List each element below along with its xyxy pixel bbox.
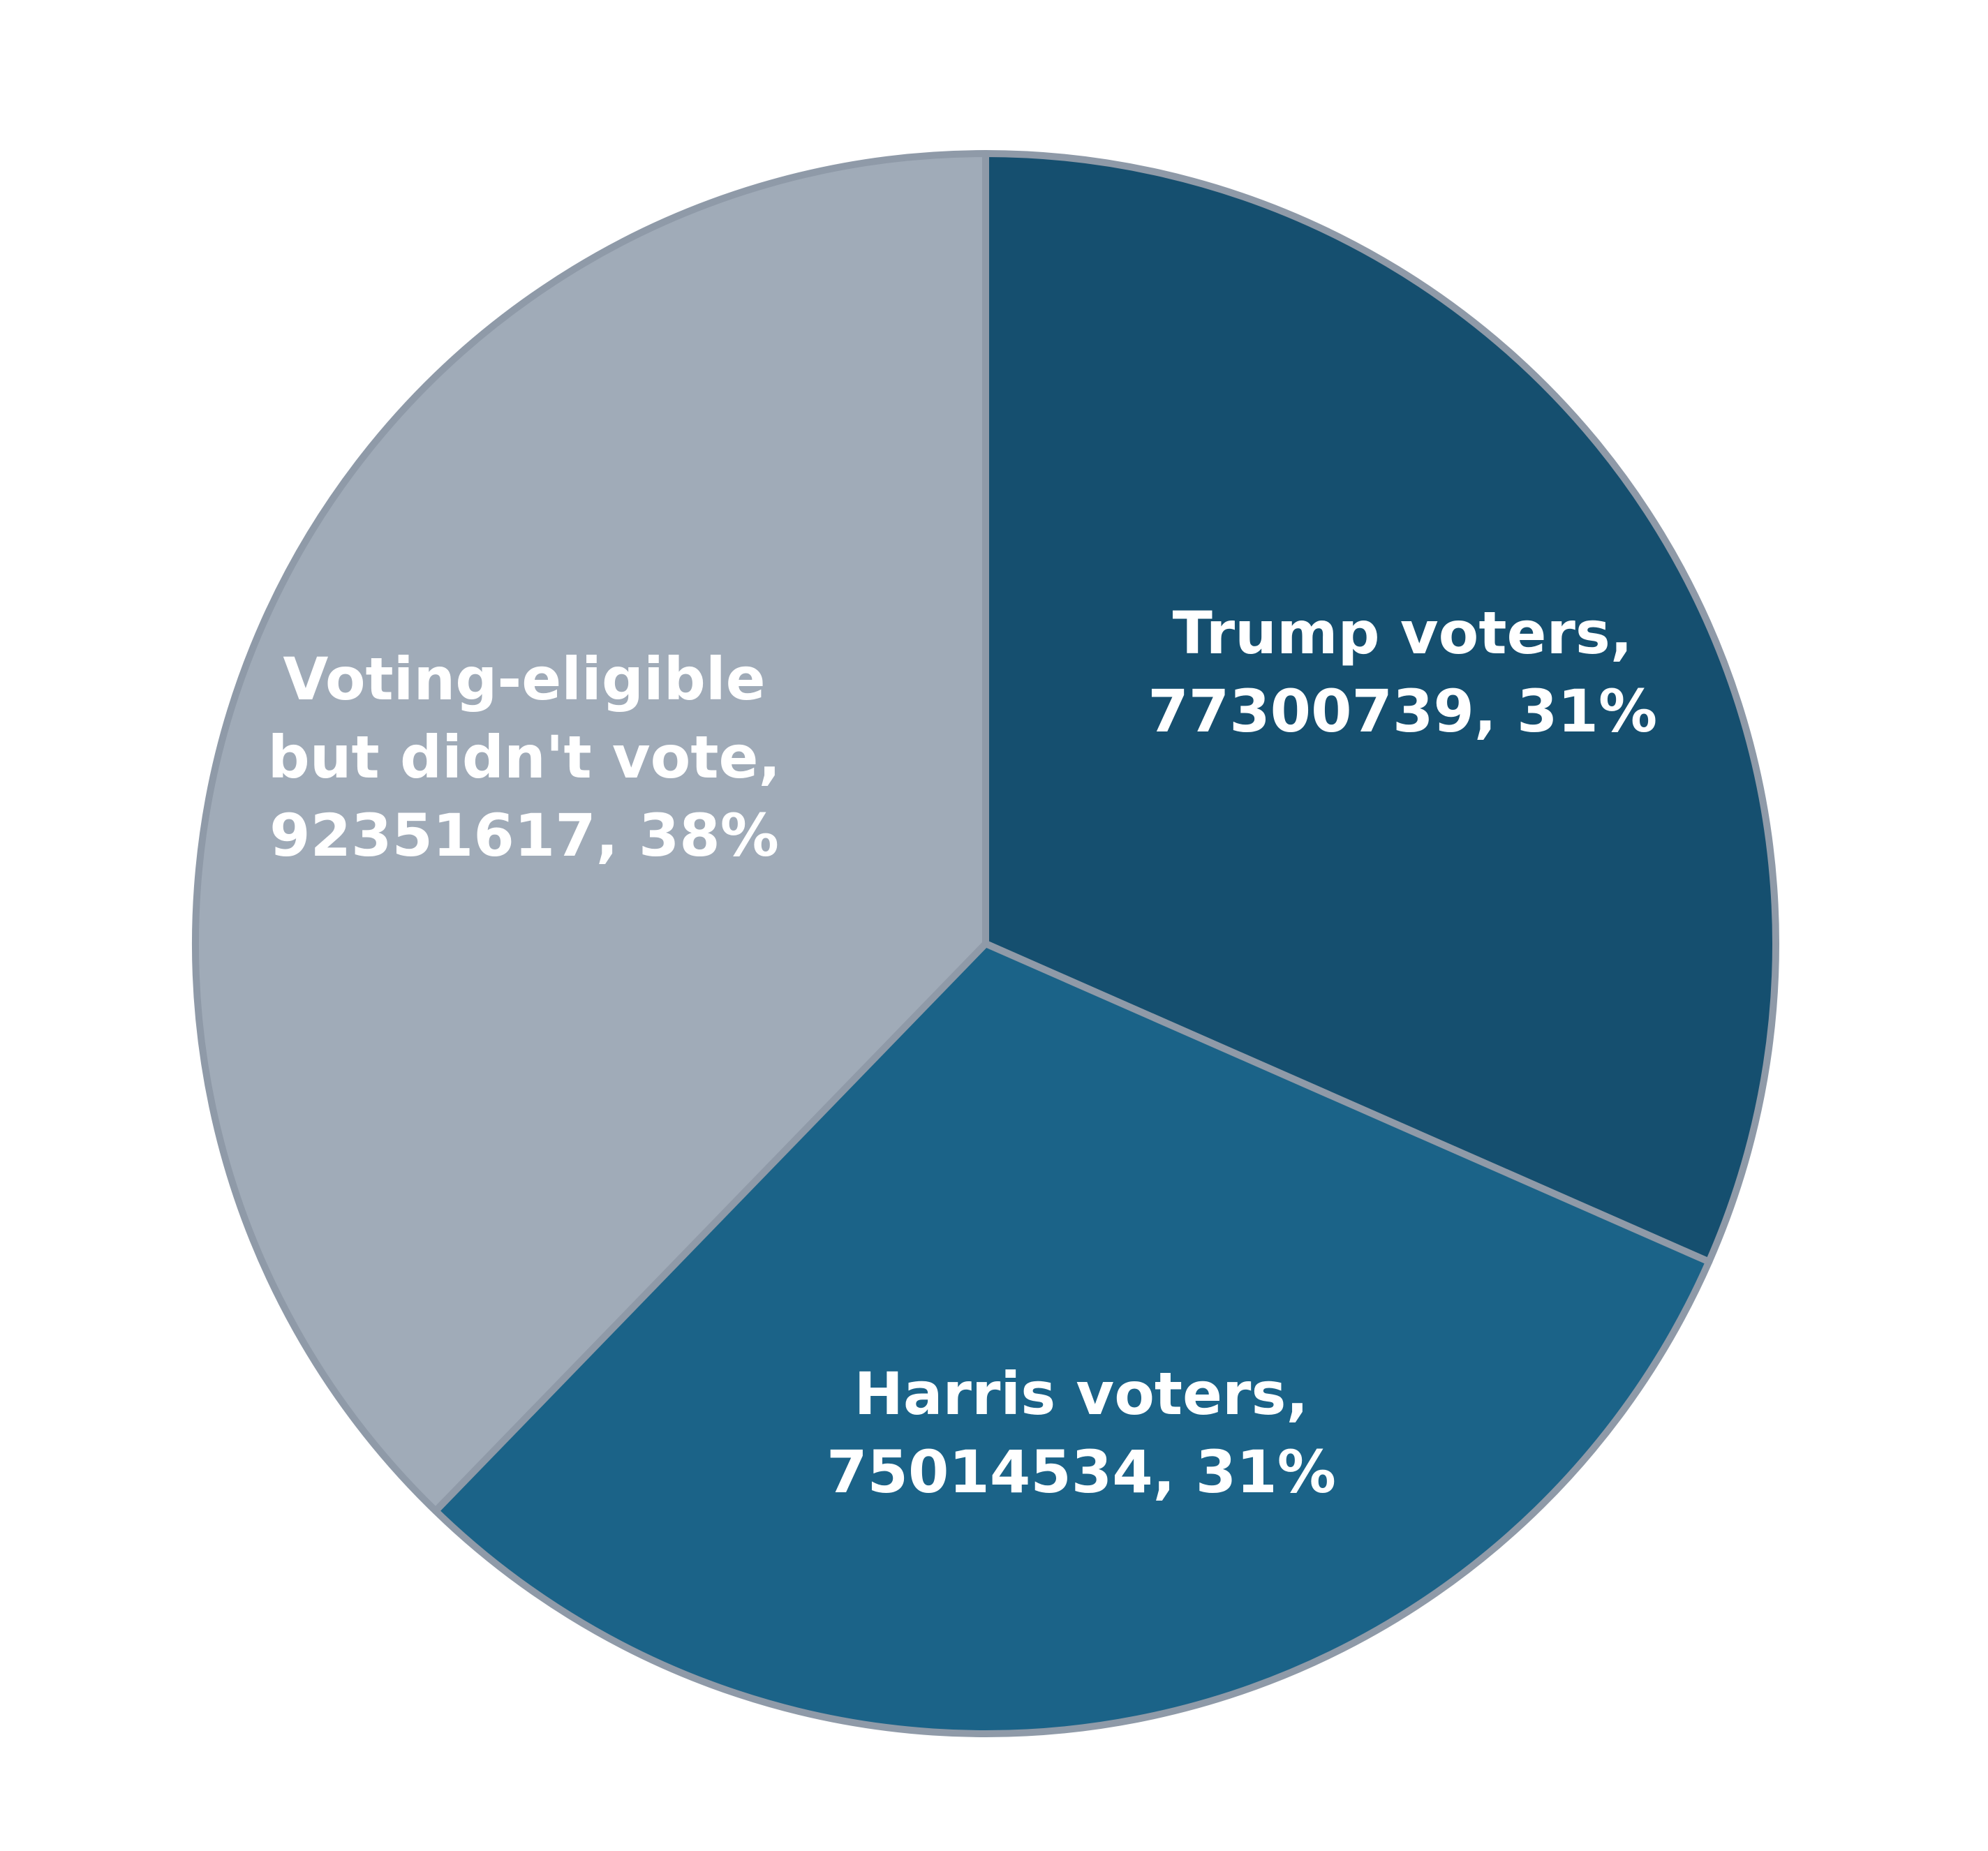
pie-labels: Trump voters, 77300739, 31% Harris voters,… <box>268 599 1657 1506</box>
pie-label-line: but didn't vote, <box>268 723 781 791</box>
pie-label-line: Voting-eligible <box>283 645 765 713</box>
pie-label-voting-eligible-but-didn-t-vote: Voting-eligible but didn't vote, 92351617,… <box>268 645 781 870</box>
pie-label-line: Trump voters, <box>1173 599 1633 667</box>
pie-slice-harris-voters <box>432 940 1713 1737</box>
pie-label-trump-voters: Trump voters, 77300739, 31% <box>1148 599 1657 745</box>
pie-slices <box>192 150 1780 1737</box>
pie-slice-trump-voters <box>982 150 1780 1265</box>
pie-label-harris-voters: Harris voters, 75014534, 31% <box>826 1360 1336 1506</box>
pie-label-line: 75014534, 31% <box>826 1438 1336 1506</box>
pie-label-line: Harris voters, <box>854 1360 1309 1428</box>
pie-slice-voting-eligible-but-didn-t-vote <box>192 150 989 1515</box>
pie-label-line: 92351617, 38% <box>269 801 779 870</box>
pie-label-line: 77300739, 31% <box>1148 677 1657 745</box>
